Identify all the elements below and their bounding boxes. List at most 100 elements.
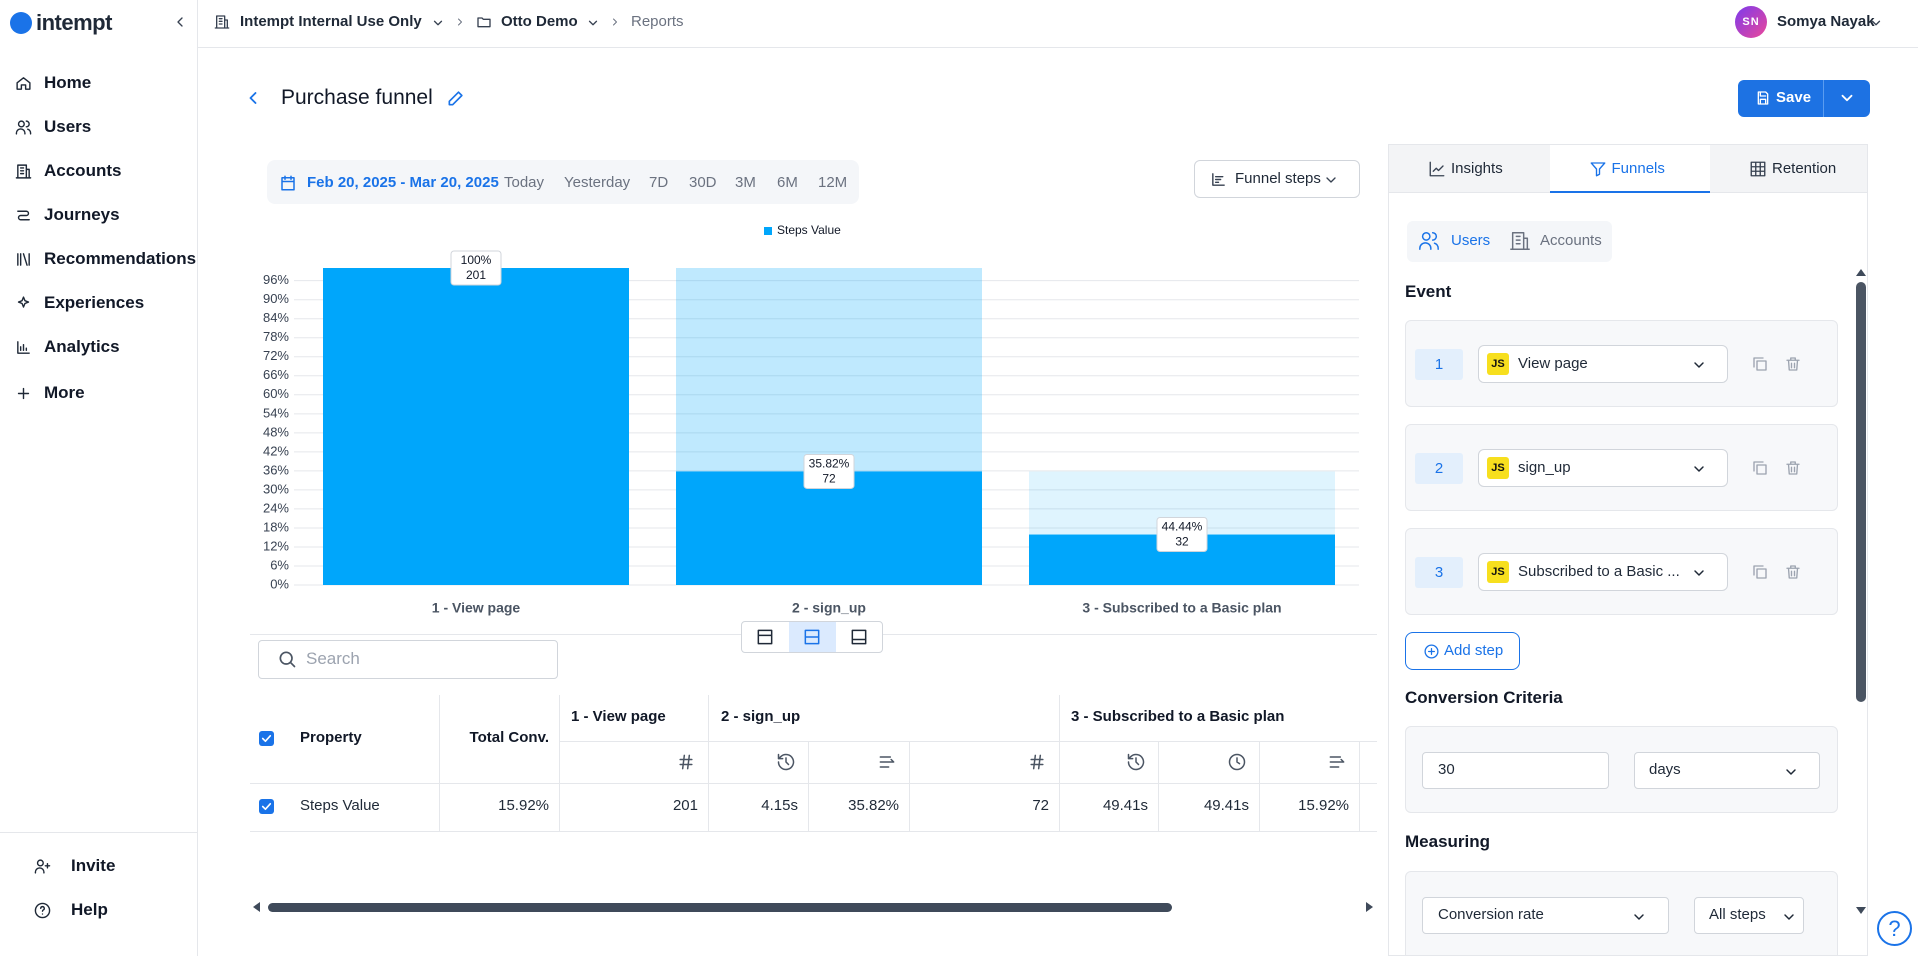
metric-icon <box>1329 756 1345 768</box>
view-select[interactable] <box>1194 160 1360 198</box>
legend-swatch <box>764 227 772 235</box>
layout-option-shape <box>851 629 867 645</box>
nav-icon-shape <box>16 252 30 266</box>
y-tick-label: 18% <box>263 519 289 534</box>
chevron-shape <box>1326 177 1336 183</box>
event-select[interactable] <box>1478 449 1728 487</box>
footer-icon-shape <box>34 858 50 874</box>
measure-value: Conversion rate <box>1438 906 1544 923</box>
tab-label: Funnels <box>1611 160 1665 177</box>
date-preset[interactable]: 6M <box>777 174 798 191</box>
tab-icon-shape <box>1590 162 1605 177</box>
checkbox[interactable] <box>259 731 274 746</box>
h-scroll-right[interactable] <box>1366 902 1373 912</box>
nav-item[interactable]: Journeys <box>44 205 120 224</box>
add-step-label: Add step <box>1444 642 1504 659</box>
entity-tab[interactable]: Users <box>1451 232 1491 249</box>
footer-icon <box>34 902 50 918</box>
y-tick-label: 0% <box>270 576 289 591</box>
window-unit-select[interactable] <box>1634 752 1820 789</box>
step-column-header: 2 - sign_up <box>721 708 801 725</box>
nav-icon <box>17 295 29 308</box>
panel-tab[interactable] <box>1549 145 1711 193</box>
step-column-header: 1 - View page <box>571 708 666 725</box>
duplicate-step <box>1753 357 1767 371</box>
chevron <box>1784 914 1794 920</box>
search-box[interactable] <box>258 640 558 679</box>
chevron <box>588 20 598 26</box>
table-col-line <box>1359 741 1360 831</box>
metric-icon <box>777 753 795 771</box>
h-scroll-left[interactable] <box>253 902 260 912</box>
nav-icon <box>16 340 30 354</box>
window-unit: days <box>1649 761 1681 778</box>
v-scroll-up[interactable] <box>1856 269 1866 276</box>
bar-annotation-count: 201 <box>466 268 486 282</box>
bar-annotation-count: 32 <box>1175 535 1189 549</box>
nav-item[interactable]: Accounts <box>44 161 122 180</box>
table-col-line <box>909 741 910 831</box>
view-select-icon <box>1211 172 1225 186</box>
chevron-shape <box>433 20 443 26</box>
avatar[interactable]: SN <box>1735 6 1767 38</box>
chevron-shape <box>1786 769 1796 775</box>
y-tick-label: 66% <box>263 367 289 382</box>
metric-icon-shape <box>679 754 693 770</box>
project[interactable]: Otto Demo <box>501 13 578 30</box>
step-number: 2 <box>1415 453 1463 484</box>
nav-icon-shape <box>16 340 30 354</box>
event-name: Subscribed to a Basic ... <box>1518 563 1680 580</box>
nav-item[interactable]: Experiences <box>44 293 145 312</box>
chevron-shape <box>1784 914 1794 920</box>
nav-item[interactable]: Analytics <box>44 337 120 356</box>
date-range[interactable]: Feb 20, 2025 - Mar 20, 2025 <box>307 174 499 191</box>
js-badge: JS <box>1487 561 1509 583</box>
footer-item[interactable]: Invite <box>71 856 116 875</box>
layout-option-shape <box>804 629 820 645</box>
table-cell: 49.41s <box>1203 797 1249 814</box>
y-tick-label: 54% <box>263 405 289 420</box>
footer-item[interactable]: Help <box>71 900 108 919</box>
metric-icon-shape <box>1030 754 1044 770</box>
panel-tab[interactable] <box>1389 145 1550 193</box>
duplicate-step-shape <box>1753 565 1767 579</box>
h-scrollbar-thumb <box>268 903 1172 912</box>
entity-tab[interactable]: Accounts <box>1540 232 1602 249</box>
measure-select[interactable] <box>1422 897 1669 934</box>
nav-item[interactable]: Users <box>44 117 92 136</box>
date-preset[interactable]: 7D <box>649 174 669 191</box>
add-step-icon-shape <box>1423 643 1439 659</box>
v-scroll-down[interactable] <box>1856 907 1866 914</box>
event-select[interactable] <box>1478 345 1728 383</box>
back-button <box>249 92 257 104</box>
event-select[interactable] <box>1478 553 1728 591</box>
bar-annotation-box <box>803 453 855 489</box>
date-preset[interactable]: Yesterday <box>564 174 631 191</box>
calendar-icon-shape <box>281 175 295 191</box>
panel-tab[interactable] <box>1710 145 1867 193</box>
y-tick-label: 72% <box>263 348 289 363</box>
date-preset[interactable]: 3M <box>735 174 756 191</box>
date-preset[interactable]: Today <box>504 174 545 191</box>
duplicate-step <box>1753 565 1767 579</box>
footer-icon <box>34 858 50 874</box>
project-icon <box>477 17 491 28</box>
add-step-icon <box>1423 643 1439 659</box>
tab-label: Insights <box>1451 160 1503 177</box>
nav-item[interactable]: More <box>44 383 85 402</box>
entity-icon <box>1419 232 1439 250</box>
chevron <box>1326 177 1336 183</box>
nav-item[interactable]: Recommendations <box>44 249 197 268</box>
date-preset[interactable]: 30D <box>689 174 717 191</box>
chevron <box>1634 914 1644 920</box>
logo-mark <box>10 12 32 34</box>
nav-item[interactable]: Home <box>44 73 92 92</box>
window-input[interactable] <box>1422 752 1609 789</box>
checkbox[interactable] <box>259 799 274 814</box>
user-name[interactable]: Somya Nayak <box>1777 13 1875 30</box>
date-preset[interactable]: 12M <box>818 174 848 191</box>
breadcrumb-sep <box>613 18 617 26</box>
help-button[interactable]: ? <box>1877 911 1912 946</box>
tab-icon <box>1590 162 1605 177</box>
workspace[interactable]: Intempt Internal Use Only <box>240 13 422 30</box>
